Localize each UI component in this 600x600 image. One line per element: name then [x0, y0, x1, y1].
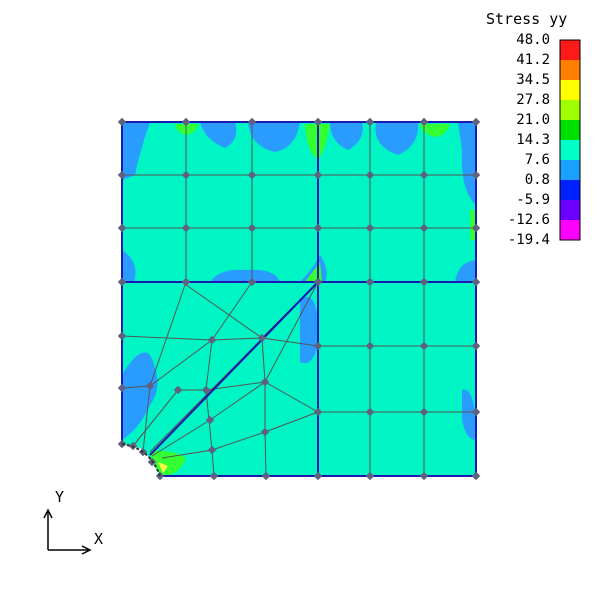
mesh-node [419, 471, 429, 481]
mesh-node [313, 341, 323, 351]
mesh-node [365, 471, 375, 481]
mesh-node [117, 170, 127, 180]
mesh-node [181, 117, 191, 127]
mesh-line [261, 337, 267, 477]
x-arrowhead [81, 545, 92, 555]
mesh-node [471, 407, 481, 417]
mesh-node [419, 277, 429, 287]
y-arrowhead [43, 508, 53, 519]
stress-concentration [158, 462, 168, 473]
mesh-line [151, 381, 319, 457]
mesh-node [365, 117, 375, 127]
low-stress-contours [122, 122, 476, 440]
mesh-node [471, 170, 481, 180]
legend-swatch [560, 200, 580, 220]
mesh-node [313, 407, 323, 417]
boundary-edge [149, 281, 319, 456]
mesh-node [247, 117, 257, 127]
mesh-node [471, 471, 481, 481]
axis-triad [43, 508, 92, 555]
legend-value: -5.9 [516, 192, 550, 208]
mesh-node [419, 407, 429, 417]
mesh-node [207, 335, 217, 345]
legend-swatch [560, 220, 580, 240]
legend-value: 21.0 [516, 112, 550, 128]
mesh-node [205, 415, 215, 425]
legend-value: -19.4 [507, 232, 550, 248]
mesh-node [419, 223, 429, 233]
y-axis-label: Y [55, 488, 65, 506]
mesh-nodes [117, 117, 481, 481]
mesh-node [181, 277, 191, 287]
legend-swatch [560, 180, 580, 200]
legend-swatch [560, 100, 580, 120]
mesh-node [247, 223, 257, 233]
mesh-node [201, 385, 211, 395]
mesh-node [419, 170, 429, 180]
legend-value: 14.3 [516, 132, 550, 148]
legend-value: 48.0 [516, 32, 550, 48]
legend-frame [559, 39, 581, 241]
mesh-node [247, 277, 257, 287]
mesh-node [365, 407, 375, 417]
mesh-node [471, 117, 481, 127]
plate-region [122, 122, 476, 476]
mesh-node [257, 333, 267, 343]
mesh-node [313, 223, 323, 233]
legend-title: Stress yy [486, 10, 568, 28]
mesh-node [247, 170, 257, 180]
mesh-node [117, 383, 127, 393]
mesh-node [419, 341, 429, 351]
mesh-node [471, 277, 481, 287]
mesh-node [117, 331, 127, 341]
mesh-node [261, 471, 271, 481]
mesh-node [365, 341, 375, 351]
mesh-node [260, 377, 270, 387]
mesh-node [313, 471, 323, 481]
legend-swatch [560, 140, 580, 160]
legend-swatch [560, 60, 580, 80]
mesh-node [181, 170, 191, 180]
legend-colorbar [559, 39, 581, 241]
mesh-node [207, 445, 217, 455]
mesh-node [117, 277, 127, 287]
mesh-line [121, 335, 213, 341]
mesh-node [181, 223, 191, 233]
mesh-node [313, 277, 323, 287]
legend-value: 41.2 [516, 52, 550, 68]
mesh-line [161, 411, 319, 459]
legend-value: 27.8 [516, 92, 550, 108]
mesh-node [260, 427, 270, 437]
legend-value: 0.8 [524, 172, 550, 188]
mesh-node [117, 117, 127, 127]
mesh-node [209, 471, 219, 481]
legend-swatch [560, 40, 580, 60]
mesh-node [365, 170, 375, 180]
mesh-node [313, 170, 323, 180]
mesh-node [313, 117, 323, 127]
hole-edge [121, 443, 161, 477]
legend-swatch [560, 120, 580, 140]
mesh-node [471, 341, 481, 351]
legend-value: 7.6 [524, 152, 550, 168]
legend-swatch [560, 80, 580, 100]
mesh-node [365, 223, 375, 233]
legend-swatch [560, 160, 580, 180]
mesh-node [145, 381, 155, 391]
mesh-node [117, 223, 127, 233]
x-axis-label: X [94, 530, 104, 548]
legend-value: -12.6 [507, 212, 550, 228]
mesh-node [471, 223, 481, 233]
legend-value: 34.5 [516, 72, 550, 88]
mesh-node [365, 277, 375, 287]
mesh-node [419, 117, 429, 127]
mesh-node [173, 385, 183, 395]
